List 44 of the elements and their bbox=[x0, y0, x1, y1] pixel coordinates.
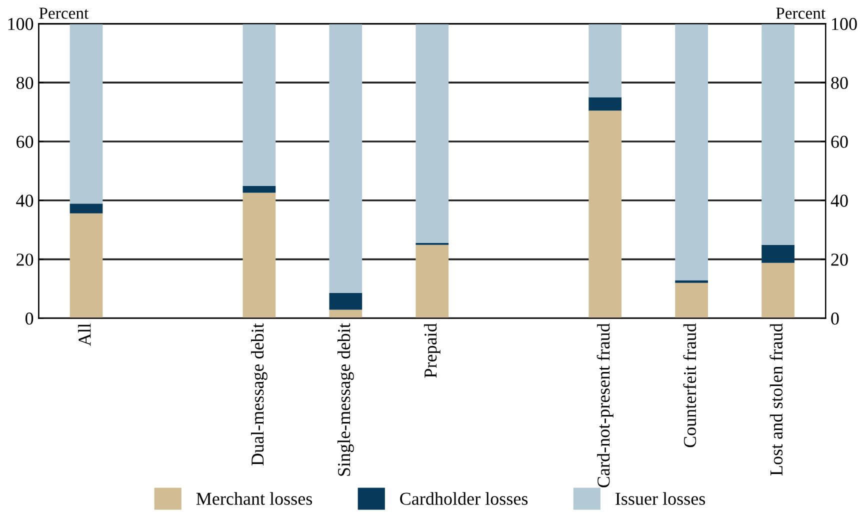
bar bbox=[675, 24, 708, 280]
y2-tick-label: 20 bbox=[831, 254, 848, 266]
bar bbox=[675, 280, 708, 283]
x-tick-label: Dual-message debit bbox=[250, 323, 268, 466]
bar bbox=[762, 24, 794, 245]
y-tick-label: 100 bbox=[8, 18, 34, 30]
bar bbox=[329, 24, 362, 293]
bar bbox=[242, 192, 276, 318]
y2-tick-label: 60 bbox=[831, 136, 848, 148]
x-tick-label: Counterfeit fraud bbox=[683, 323, 696, 448]
legend-label: Issuer losses bbox=[616, 492, 706, 505]
x-tick-label: Prepaid bbox=[424, 323, 440, 378]
legend-label: Merchant losses bbox=[196, 492, 312, 505]
x-tick-label: All bbox=[78, 323, 91, 346]
x-tick-label: Card-not-present fraud bbox=[596, 323, 614, 488]
bar bbox=[675, 282, 708, 318]
bar bbox=[588, 110, 622, 318]
bar bbox=[416, 24, 449, 243]
y2-tick-label: 80 bbox=[831, 76, 848, 90]
y-tick-label: 20 bbox=[16, 254, 34, 266]
bar bbox=[588, 97, 622, 111]
bar bbox=[242, 24, 276, 186]
y-tick-label: 60 bbox=[16, 136, 34, 148]
bar bbox=[70, 24, 103, 204]
bar bbox=[762, 244, 794, 263]
x-tick-label: Lost and stolen fraud bbox=[770, 323, 783, 476]
bar bbox=[70, 213, 103, 318]
y2-tick-label: 100 bbox=[832, 18, 857, 30]
y-axis-title: Percent bbox=[39, 8, 89, 19]
y-tick-label: 80 bbox=[16, 76, 34, 90]
y2-tick-label: 40 bbox=[830, 194, 848, 207]
bar bbox=[242, 186, 276, 193]
bar bbox=[762, 262, 794, 318]
x-tick-label: Single-message debit bbox=[337, 323, 354, 476]
legend-label: Cardholder losses bbox=[400, 492, 528, 505]
bar bbox=[588, 24, 622, 98]
y-tick-label: 0 bbox=[26, 312, 34, 325]
y2-axis-title: Percent bbox=[776, 8, 826, 19]
bar bbox=[329, 310, 362, 318]
y2-tick-label: 0 bbox=[831, 312, 839, 325]
bar bbox=[70, 204, 103, 214]
bar bbox=[329, 292, 362, 310]
bar bbox=[416, 244, 449, 318]
y-tick-label: 40 bbox=[16, 194, 34, 207]
